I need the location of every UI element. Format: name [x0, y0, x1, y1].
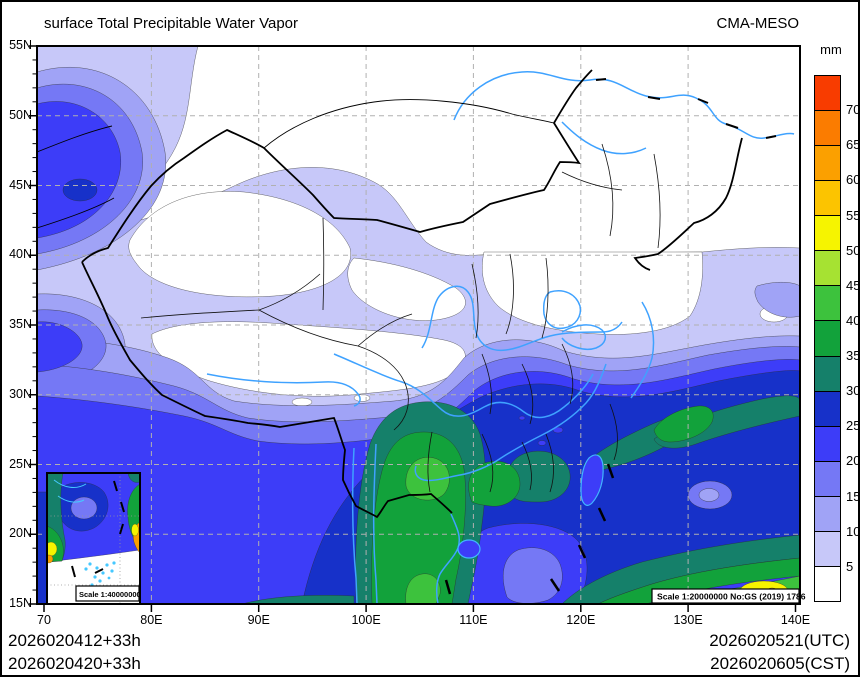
model-name: CMA-MESO — [716, 15, 800, 32]
x-axis-tick-label: 100E — [351, 613, 381, 627]
colorbar-cell — [815, 111, 840, 147]
colorbar-cell — [815, 356, 840, 392]
x-axis-tick-label: 130E — [673, 613, 703, 627]
colorbar-cell — [815, 391, 840, 427]
korea-coast — [630, 301, 655, 399]
inset-scale-label: Scale 1:40000000 — [79, 590, 141, 599]
colorbar — [814, 75, 841, 602]
init-time-cst: 2026020420+33h — [8, 654, 141, 673]
colorbar-tick-label: 70 — [846, 102, 860, 118]
colorbar-tick-label: 45 — [846, 277, 860, 293]
colorbar-cell — [815, 216, 840, 252]
colorbar-cell — [815, 531, 840, 567]
y-axis-tick-label: 25N — [9, 456, 32, 471]
bohai-coast — [542, 290, 582, 330]
taiwan-island — [580, 454, 604, 506]
colorbar-cell — [815, 566, 840, 601]
map-frame — [36, 45, 801, 605]
colorbar-tick-label: 5 — [846, 558, 854, 574]
salween-river — [351, 447, 358, 604]
china-border-north — [81, 69, 593, 263]
colorbar-cell — [815, 181, 840, 217]
scale-label: Scale 1:20000000 No:GS (2019) 1786 — [657, 592, 806, 602]
y-axis-tick-label: 55N — [9, 38, 32, 52]
valid-time-cst: 2026020605(CST) — [710, 654, 850, 673]
x-axis-tick-label: 140E — [780, 613, 811, 627]
inset-scale-box — [75, 585, 140, 602]
map-title: surface Total Precipitable Water Vapor — [44, 15, 299, 32]
colorbar-tick-label: 35 — [846, 348, 860, 364]
colorbar-tick-label: 25 — [846, 418, 860, 434]
colorbar-cell — [815, 321, 840, 357]
y-axis-tick-label: 45N — [9, 177, 32, 192]
rivers-coastlines — [206, 71, 795, 604]
mekong-river — [372, 443, 378, 604]
colorbar-tick-label: 15 — [846, 488, 860, 504]
colorbar-tick-label: 20 — [846, 453, 860, 469]
axis-ticks — [29, 45, 797, 612]
x-axis-tick-label: 110E — [459, 613, 488, 627]
x-axis-tick-label: 80E — [140, 613, 163, 627]
shandong-coast — [561, 324, 607, 350]
colorbar-tick-label: 40 — [846, 312, 860, 328]
colorbar-tick-label: 55 — [846, 207, 860, 223]
colorbar-tick-label: 65 — [846, 137, 860, 153]
political-boundaries — [37, 69, 777, 595]
amur-border-dashes — [595, 78, 777, 139]
mongolia-north-border — [263, 99, 555, 149]
central-asia-borders — [37, 125, 115, 229]
colorbar-tick-label: 60 — [846, 172, 860, 188]
colorbar-tick-label: 10 — [846, 523, 860, 539]
graticule-gridlines — [37, 46, 800, 604]
x-axis-tick-label: 70 — [37, 613, 51, 627]
x-axis-tick-label: 90E — [247, 613, 270, 627]
y-axis-tick-label: 50N — [9, 107, 32, 122]
yellow-river — [421, 285, 623, 352]
songhua-river — [561, 121, 647, 155]
y-axis-tick-label: 20N — [9, 526, 32, 541]
valid-time-utc: 2026020521(UTC) — [709, 631, 850, 650]
colorbar-cell — [815, 286, 840, 322]
nine-dash-segments — [444, 463, 615, 595]
colorbar-cell — [815, 461, 840, 497]
colorbar-cell — [815, 146, 840, 182]
china-border-northeast — [633, 137, 743, 271]
colorbar-unit-label: mm — [820, 42, 842, 57]
y-axis-tick-label: 15N — [9, 596, 32, 610]
southeast-coastline — [414, 363, 607, 482]
colorbar-cell — [815, 496, 840, 532]
y-axis-tick-label: 35N — [9, 317, 32, 331]
y-axis-tick-label: 40N — [9, 247, 32, 262]
china-border-southwest — [81, 261, 453, 519]
inset-map-south-china-sea: Scale 1:40000000 — [46, 472, 141, 605]
y-axis-tick-label: 30N — [9, 386, 32, 401]
colorbar-cell — [815, 426, 840, 462]
init-time-utc: 2026020412+33h — [8, 631, 141, 650]
yarlung-river — [206, 373, 361, 407]
amur-river — [453, 71, 795, 139]
colorbar-tick-label: 50 — [846, 242, 860, 258]
colorbar-cell — [815, 76, 840, 112]
province-boundaries — [140, 143, 661, 493]
gulf-of-tonkin-coast — [435, 513, 461, 604]
colorbar-cell — [815, 251, 840, 287]
colorbar-tick-label: 30 — [846, 383, 860, 399]
x-axis-tick-label: 120E — [566, 613, 596, 627]
yangtze-river — [333, 353, 594, 419]
hainan-island — [457, 539, 481, 559]
